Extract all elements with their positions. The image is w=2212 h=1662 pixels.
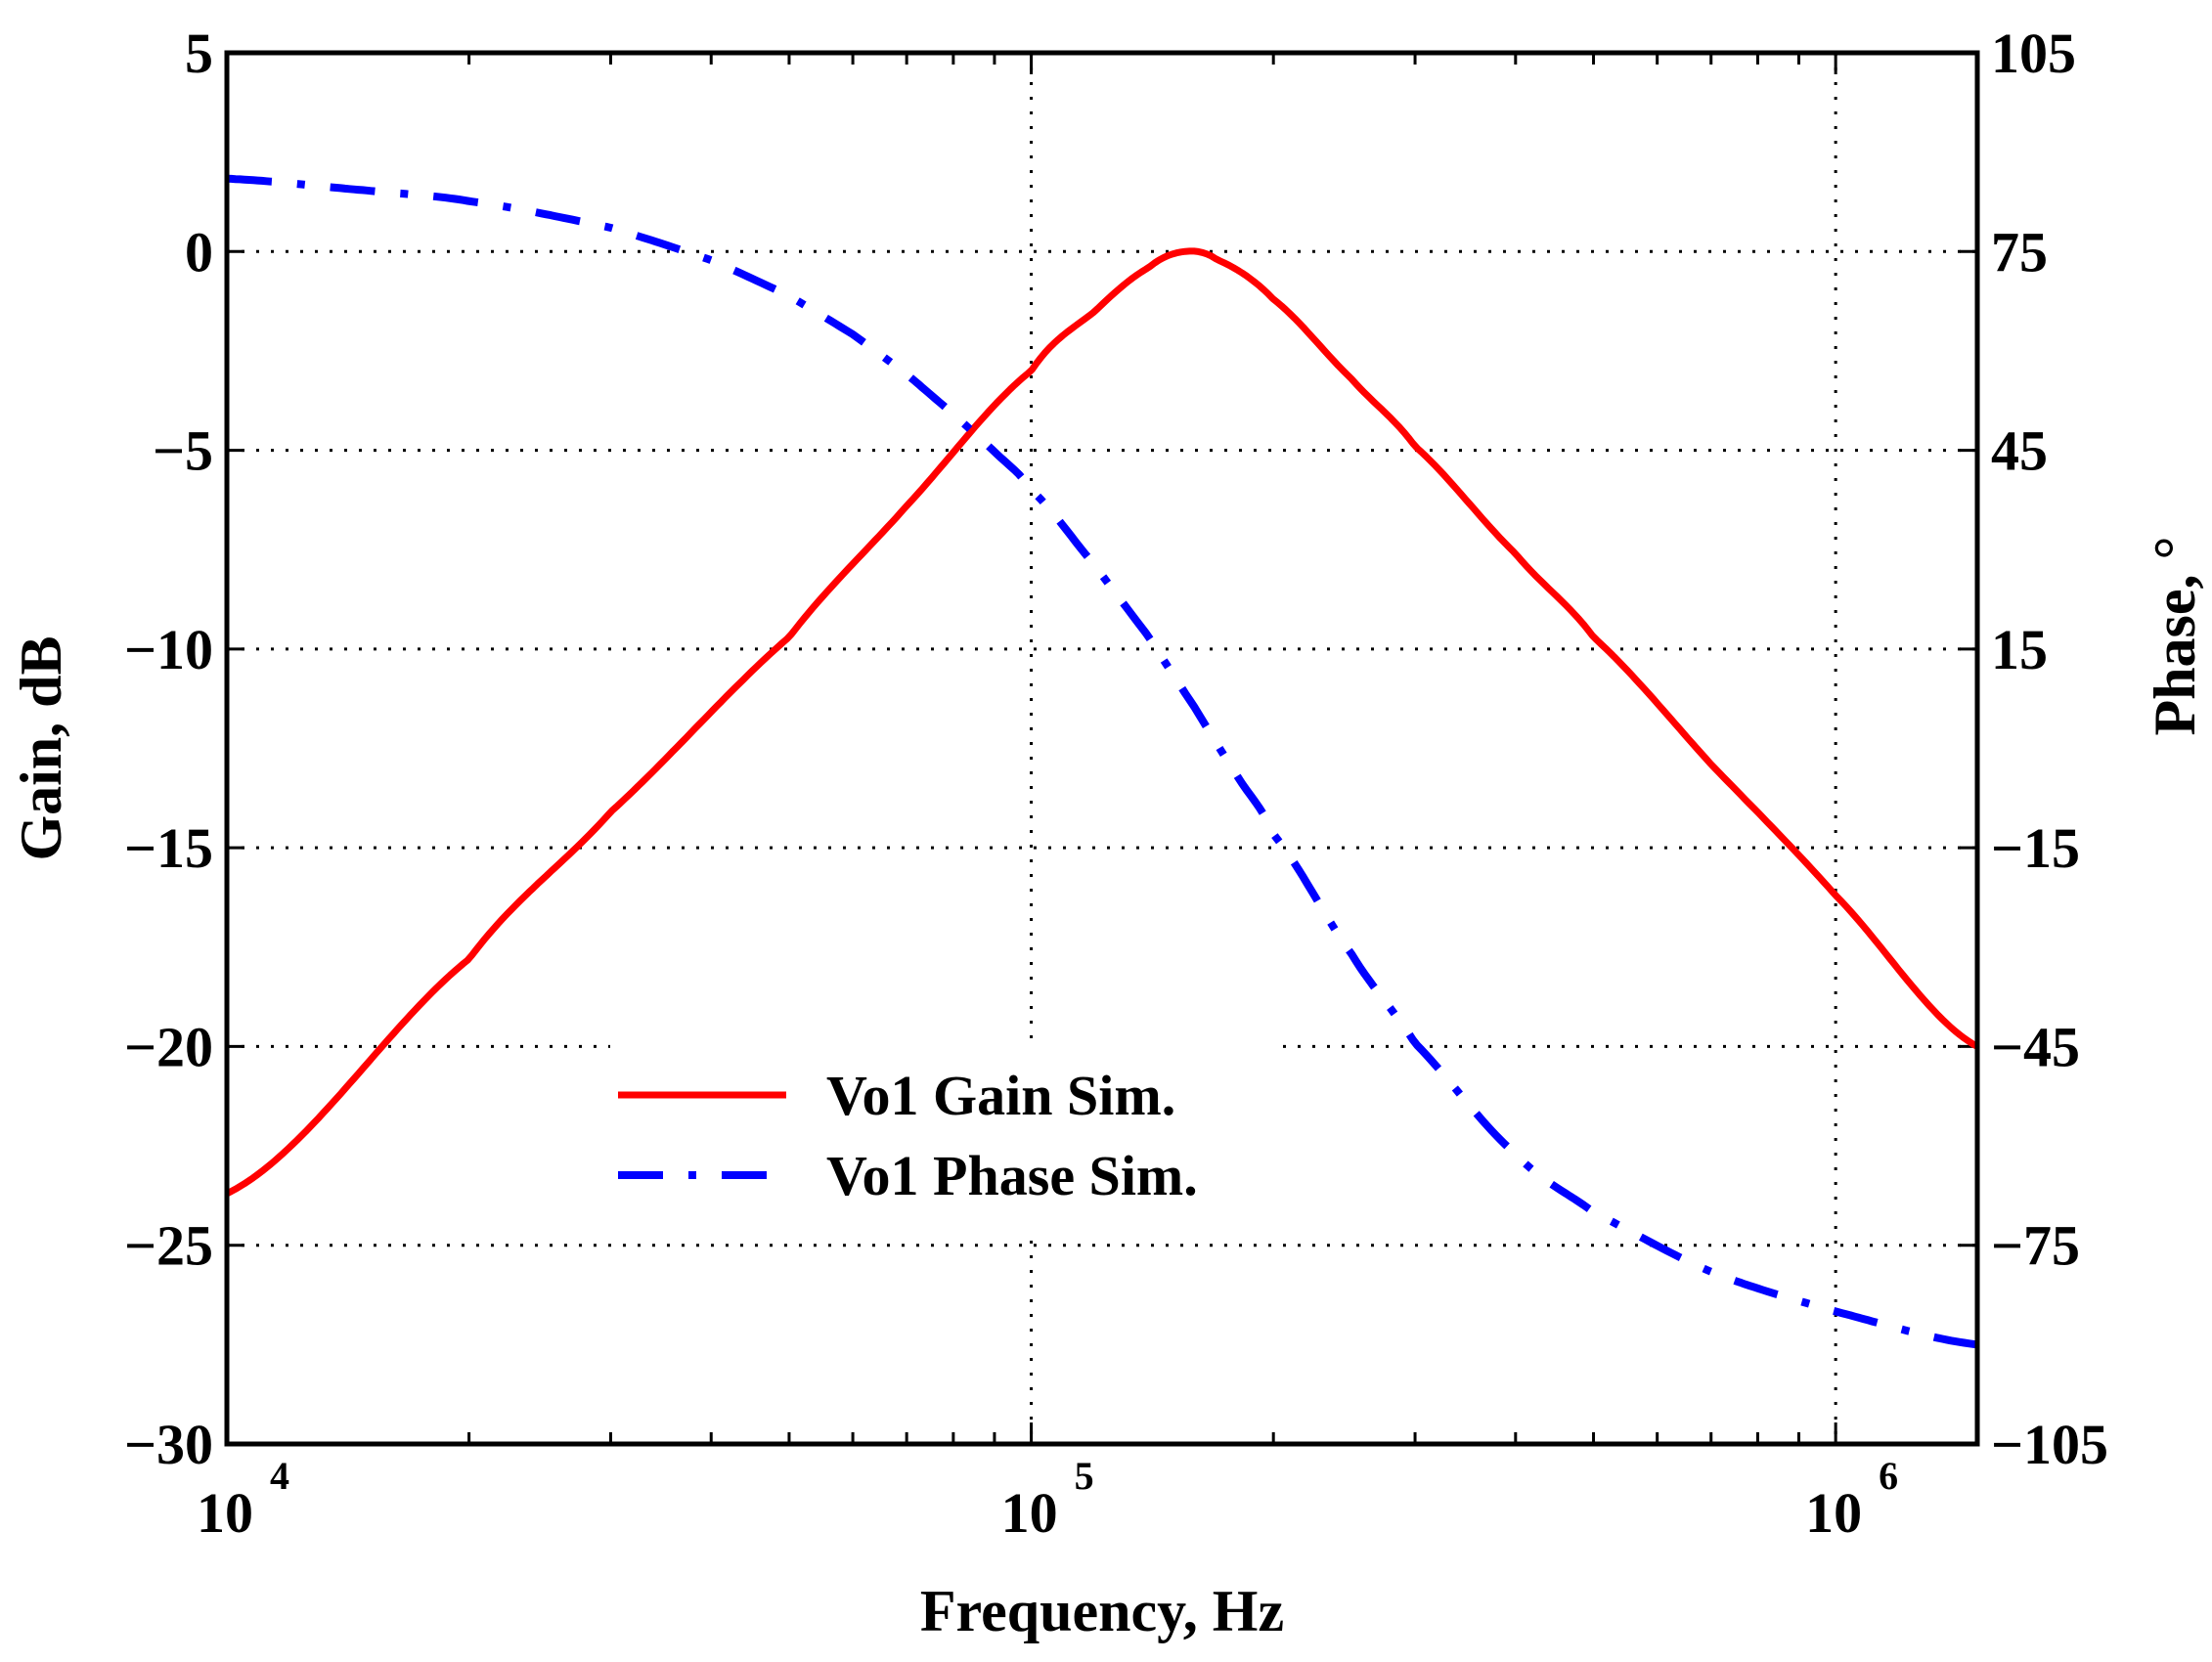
y-right-tick-label: 15 [1991, 618, 2048, 681]
series-layer [225, 174, 1979, 1349]
y-right-tick-label: 45 [1991, 419, 2048, 483]
y-left-tick-label: −10 [124, 618, 213, 681]
y-right-tick-label: 105 [1991, 22, 2076, 85]
x-tick-exponent: 6 [1879, 1454, 1898, 1498]
y-left-tick-label: −5 [153, 419, 213, 483]
y-right-tick-label: −45 [1991, 1015, 2080, 1078]
gain-series-line [225, 247, 1979, 1198]
label-layer: 50−5−10−15−20−25−30105754515−15−45−75−10… [124, 22, 2108, 1545]
legend-label-phase: Vo1 Phase Sim. [826, 1144, 1198, 1207]
y-left-tick-label: −25 [124, 1214, 213, 1278]
y-right-tick-label: −75 [1991, 1214, 2080, 1278]
x-tick-exponent: 4 [270, 1454, 289, 1498]
x-tick-exponent: 5 [1075, 1454, 1094, 1498]
legend-label-gain: Vo1 Gain Sim. [826, 1064, 1175, 1127]
y-right-tick-label: −15 [1991, 816, 2080, 880]
x-axis-title: Frequency, Hz [920, 1579, 1284, 1643]
y-right-tick-label: 75 [1991, 220, 2048, 284]
plot-frame [224, 50, 1980, 1447]
x-tick-label: 10 [1001, 1481, 1058, 1545]
y-left-tick-label: 5 [185, 22, 213, 85]
y-left-tick-label: −20 [124, 1015, 213, 1078]
y-right-axis-title: Phase, ° [2143, 537, 2207, 736]
legend-background [610, 1041, 1275, 1237]
y-left-axis-title: Gain, dB [9, 635, 73, 860]
y-right-tick-label: −105 [1991, 1413, 2108, 1476]
y-left-tick-label: −30 [124, 1413, 213, 1476]
x-tick-label: 10 [197, 1481, 253, 1545]
y-left-tick-label: 0 [185, 220, 213, 284]
x-tick-label: 10 [1805, 1481, 1862, 1545]
legend: Vo1 Gain Sim. Vo1 Phase Sim. [610, 1041, 1275, 1237]
y-left-tick-label: −15 [124, 816, 213, 880]
